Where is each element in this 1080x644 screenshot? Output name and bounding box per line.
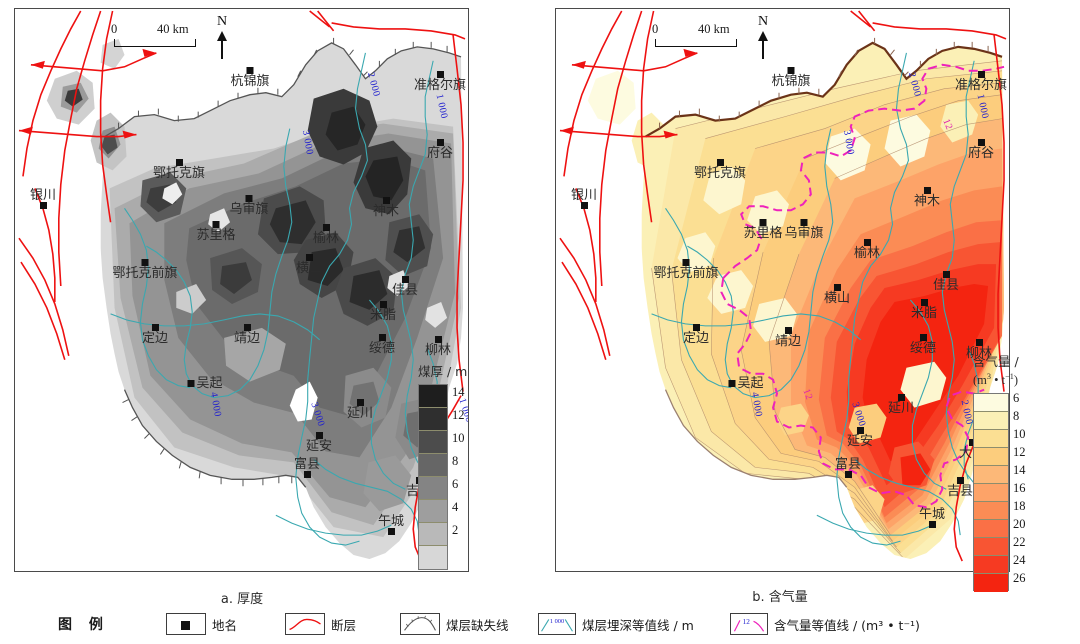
legend-item-place-name[interactable]: 地名 <box>166 610 237 638</box>
map-frame-b[interactable]: 0 40 km N 银川 杭锦旗 准格尔旗 府谷 鄂托克旗 乌审旗 神木 苏里格 榆林 鄂托克前旗… <box>555 8 1010 572</box>
legend-gas-content: 含气量 / (m3 • t−1) 6 8 10 12 14 16 18 20 22 24 26 <box>973 354 1035 593</box>
coal-missing-line-north <box>104 42 462 138</box>
legend-swatch <box>974 394 1008 413</box>
scale-zero-label: 0 <box>111 22 118 36</box>
coal-missing-symbol-icon <box>400 613 440 635</box>
legend-swatch <box>974 502 1008 521</box>
legend-swatch <box>419 454 447 477</box>
scale-bar-line <box>114 39 196 47</box>
legend-swatch <box>419 385 447 408</box>
scale-max-label: 40 km <box>157 22 189 36</box>
thickness-map-graphic <box>18 10 466 562</box>
north-arrow-a: N <box>211 15 233 59</box>
scale-bar-a: 0 40 km <box>111 21 223 47</box>
legend-swatch <box>974 538 1008 557</box>
gas-contour-symbol-icon: 12 <box>730 613 768 635</box>
coal-missing-ticks-north <box>118 37 448 129</box>
scale-bar-line-b <box>655 39 737 47</box>
legend-coal-thickness-swatches <box>418 384 448 570</box>
coal-missing-ticks-south <box>122 399 293 487</box>
north-label: N <box>216 14 228 29</box>
svg-text:1 000: 1 000 <box>550 618 564 625</box>
map-panel-thickness: 0 40 km N 银川 杭锦旗 准格尔旗 府谷 鄂托克旗 乌审旗 神木 苏里格 榆林 鄂托克前旗… <box>14 8 469 607</box>
legend-swatch <box>974 466 1008 485</box>
fault-lines-b <box>559 10 1007 562</box>
legend-swatch <box>974 520 1008 539</box>
legend-item-gas-contour[interactable]: 12 含气量等值线 / (m³ • t⁻¹) <box>730 610 920 638</box>
legend-swatch <box>419 523 447 546</box>
legend-swatch <box>419 546 447 569</box>
legend-item-gas-contour-label: 含气量等值线 / (m³ • t⁻¹) <box>774 617 920 633</box>
north-arrow-glyph-icon-b <box>756 31 770 59</box>
legend-item-depth-contour[interactable]: 1 000 煤层埋深等值线 / m <box>538 610 694 638</box>
depth-contour-symbol-icon: 1 000 <box>538 613 576 635</box>
fault-symbol-icon <box>285 613 325 635</box>
north-label-b: N <box>757 14 769 29</box>
scale-bar-b: 0 40 km <box>652 21 764 47</box>
legend-item-fault[interactable]: 断层 <box>285 610 356 638</box>
legend-coal-thickness-title: 煤厚 / m <box>418 364 468 379</box>
map-frame-a[interactable]: 0 40 km N 银川 杭锦旗 准格尔旗 府谷 鄂托克旗 乌审旗 神木 苏里格 榆林 鄂托克前旗… <box>14 8 469 572</box>
legend-swatch <box>419 431 447 454</box>
legend-coal-thickness: 煤厚 / m 14 12 10 8 6 4 2 <box>418 364 480 570</box>
map-panel-gas-content: 0 40 km N 银川 杭锦旗 准格尔旗 府谷 鄂托克旗 乌审旗 神木 苏里格 榆林 鄂托克前旗… <box>555 8 1026 605</box>
gas-content-map-graphic <box>559 10 1007 562</box>
subtitle-a: a. 厚度 <box>220 592 264 607</box>
legend-gas-content-title-line1: 含气量 / <box>973 354 1019 369</box>
legend-item-depth-contour-label: 煤层埋深等值线 / m <box>582 617 694 633</box>
legend-item-place-name-label: 地名 <box>212 617 238 633</box>
north-arrow-glyph-icon <box>215 31 229 59</box>
depth-contours-a <box>110 52 438 546</box>
legend-gas-content-title-line2: (m3 • t−1) <box>973 372 1019 388</box>
svg-text:12: 12 <box>743 618 751 626</box>
fault-arrows-b <box>559 48 698 139</box>
legend-swatch <box>974 556 1008 575</box>
coal-missing-line-south <box>123 389 307 488</box>
bottom-legend-title: 图 例 <box>58 617 109 633</box>
legend-swatch <box>974 574 1008 593</box>
basin-edge-b <box>645 41 1003 138</box>
legend-item-fault-label: 断层 <box>331 617 357 633</box>
legend-swatch <box>419 477 447 500</box>
legend-swatch <box>974 448 1008 467</box>
scale-max-label-b: 40 km <box>698 22 730 36</box>
legend-swatch <box>974 412 1008 431</box>
legend-swatch <box>419 408 447 431</box>
bottom-legend: 图 例 地名 断层 煤层缺失线 <box>0 608 1080 642</box>
fault-arrows-a <box>18 48 157 139</box>
north-arrow-b: N <box>752 15 774 59</box>
scale-zero-label-b: 0 <box>652 22 659 36</box>
legend-swatch <box>974 430 1008 449</box>
legend-gas-content-swatches <box>973 393 1009 593</box>
legend-item-coal-missing[interactable]: 煤层缺失线 <box>400 610 509 638</box>
legend-swatch <box>974 484 1008 503</box>
basin-edge-south-b <box>664 389 848 488</box>
legend-item-coal-missing-label: 煤层缺失线 <box>446 617 509 633</box>
gas-contour-12 <box>720 63 1005 509</box>
legend-swatch <box>419 500 447 523</box>
subtitle-b: b. 含气量 <box>752 590 808 605</box>
place-name-symbol-icon <box>166 613 206 635</box>
